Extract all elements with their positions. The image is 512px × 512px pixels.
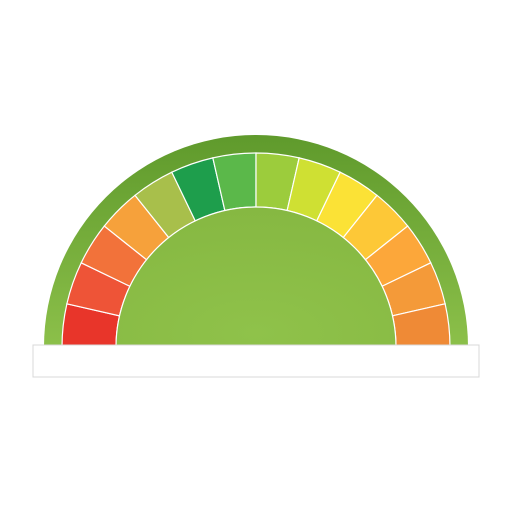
gauge-hub: [115, 206, 397, 348]
gauge-base-plate: [32, 344, 480, 378]
